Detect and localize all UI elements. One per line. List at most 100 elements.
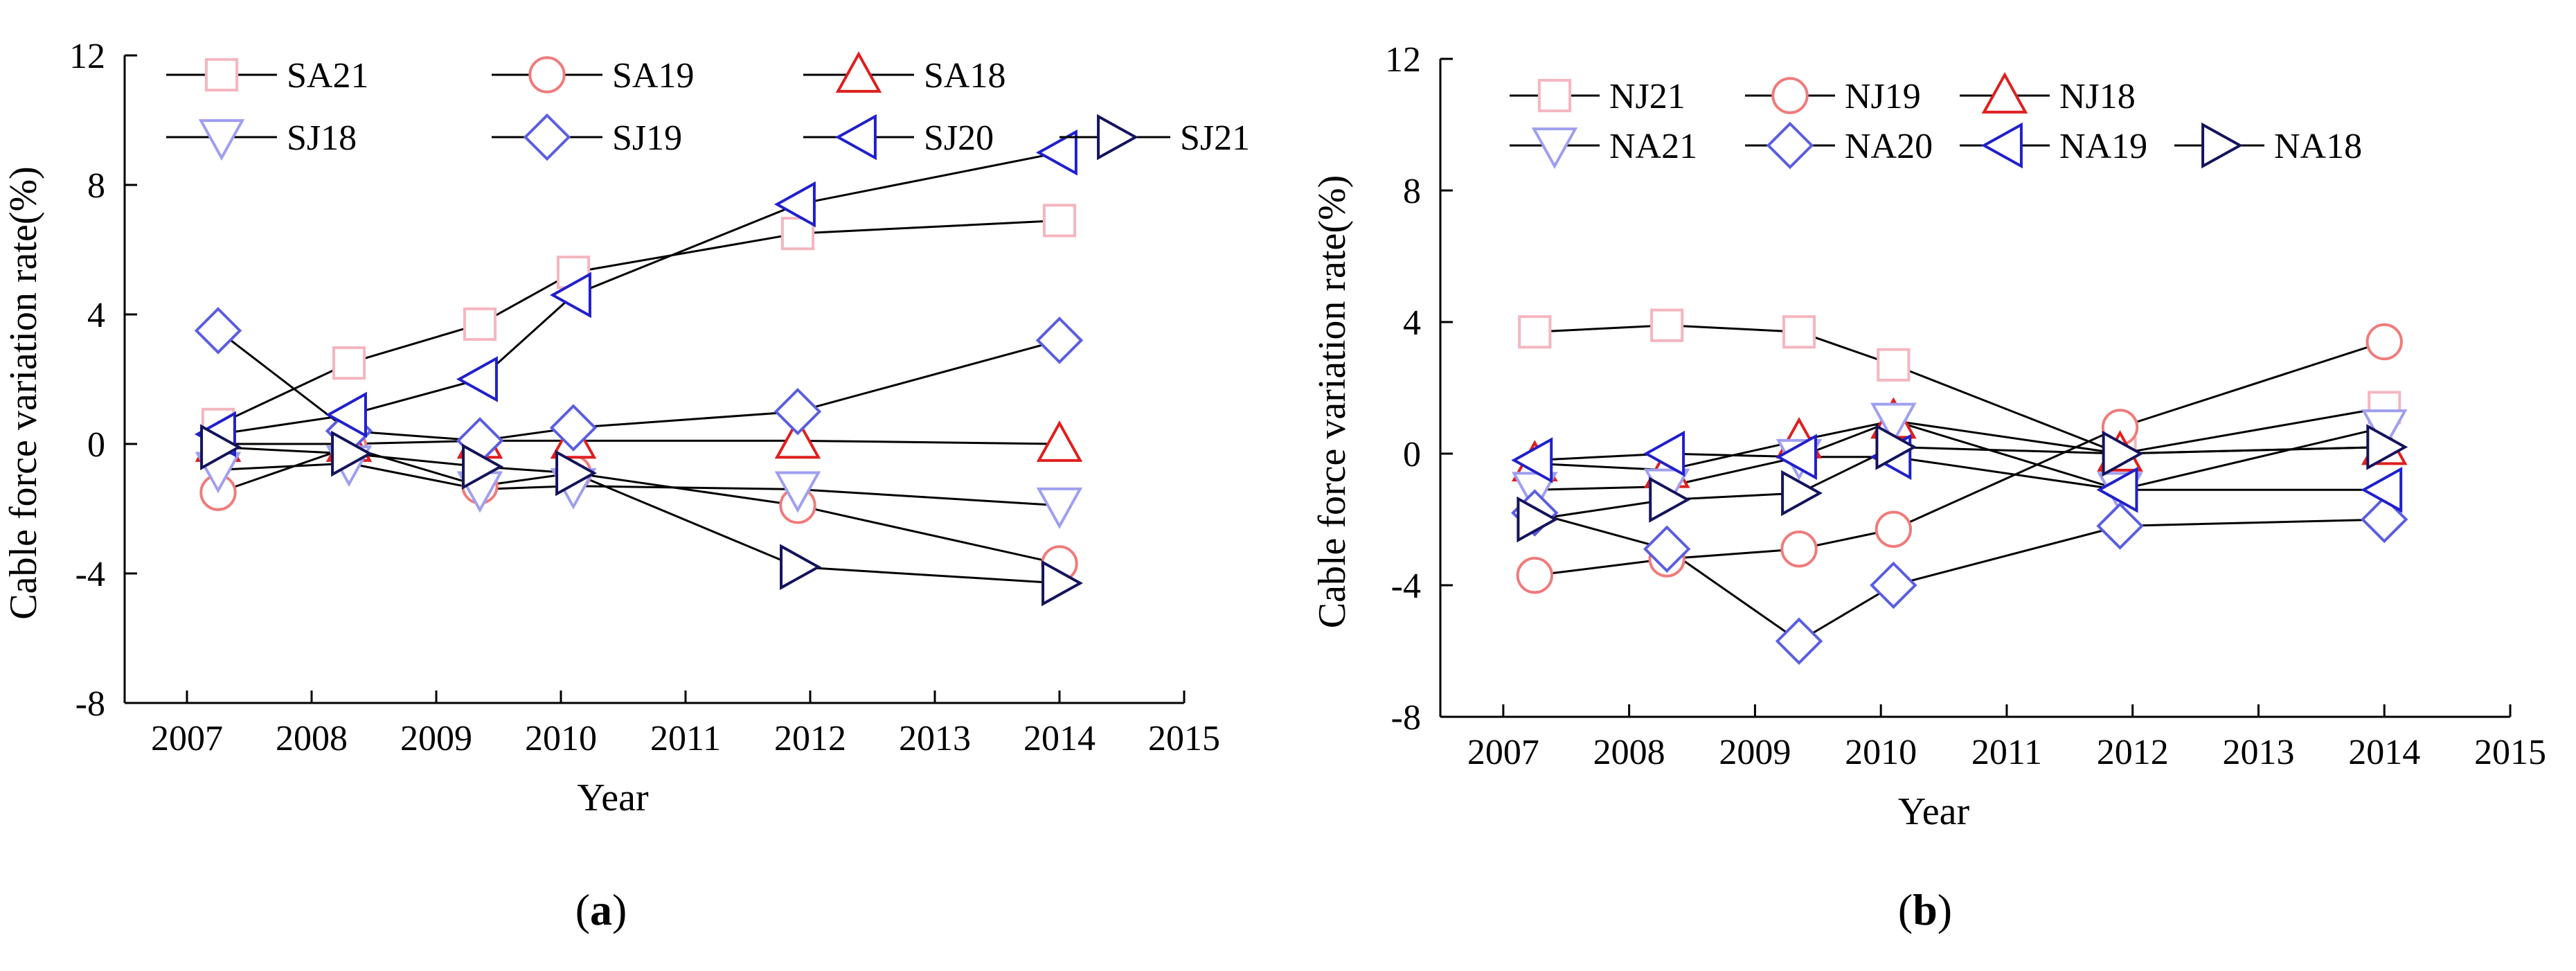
y-tick-label: 8 — [1403, 172, 1421, 211]
legend-marker-SA19 — [528, 56, 566, 93]
point-SA21 — [780, 217, 815, 251]
series-line-NJ19 — [1535, 341, 2385, 577]
x-tick-label: 2009 — [400, 719, 472, 758]
point-SA21 — [332, 346, 366, 380]
y-tick-label: 0 — [87, 425, 105, 465]
point-SJ21 — [1041, 560, 1084, 607]
point-NA21 — [1870, 402, 1917, 445]
x-tick-label: 2013 — [2222, 733, 2294, 772]
point-SJ19 — [549, 404, 598, 452]
y-axis-title: Cable force variation rate(%) — [2, 166, 45, 620]
legend-label-SA19: SA19 — [612, 56, 694, 96]
point-NA18 — [1649, 476, 1691, 523]
point-NA18 — [1875, 424, 1917, 470]
point-SJ20 — [773, 181, 816, 228]
point-SJ19 — [194, 307, 242, 355]
point-SJ21 — [331, 430, 373, 477]
x-tick-label: 2013 — [899, 719, 971, 758]
point-SJ20 — [456, 356, 498, 402]
x-tick-label: 2014 — [2348, 733, 2420, 772]
point-SJ18 — [1036, 487, 1083, 529]
y-tick-label: 0 — [1403, 435, 1421, 474]
point-SJ21 — [780, 544, 822, 590]
x-tick-label: 2008 — [276, 719, 348, 758]
point-NA19 — [1643, 430, 1685, 477]
legend-label-SJ21: SJ21 — [1180, 118, 1250, 158]
x-tick-label: 2009 — [1719, 733, 1791, 772]
y-tick-label: -8 — [1391, 698, 1421, 738]
point-NA20 — [1643, 525, 1691, 573]
legend-label-NA19: NA19 — [2059, 127, 2147, 166]
point-SA18 — [1036, 420, 1083, 462]
x-axis-title: Year — [577, 776, 649, 819]
point-SJ19 — [773, 388, 822, 436]
point-NA19 — [2361, 466, 2403, 513]
x-tick-label: 2007 — [1467, 733, 1539, 772]
point-NA19 — [1511, 437, 1553, 483]
chart-panel-a: 2007 2008 2009 2010 2011 2012 2013 2014 2015 12 8 4… — [2, 37, 1250, 934]
x-tick-label: 2012 — [2097, 733, 2169, 772]
point-NJ21 — [1782, 315, 1816, 349]
series-line-SA18 — [218, 439, 1060, 445]
x-axis-title: Year — [1898, 790, 1970, 833]
series-line-SJ21 — [217, 446, 1060, 585]
x-tick-label: 2010 — [525, 719, 597, 758]
point-SJ18 — [774, 471, 821, 513]
y-tick-label: 8 — [87, 166, 105, 206]
point-NJ19 — [2365, 323, 2403, 361]
y-tick-label: -8 — [75, 684, 105, 724]
point-NJ21 — [1877, 348, 1911, 382]
panel-label: (b) — [1898, 885, 1952, 934]
point-SJ21 — [462, 443, 504, 490]
point-SJ20 — [325, 391, 367, 438]
point-NA20 — [1870, 561, 1917, 609]
legend-label-NJ19: NJ19 — [1845, 77, 1921, 116]
y-tick-label: -4 — [75, 555, 105, 594]
x-tick-label: 2012 — [774, 719, 846, 758]
legend-label-NJ18: NJ18 — [2059, 77, 2136, 116]
x-tick-label: 2010 — [1845, 733, 1917, 772]
x-tick-label: 2014 — [1023, 719, 1095, 758]
point-NA20 — [1775, 617, 1823, 665]
legend-marker-SA18 — [835, 51, 882, 93]
point-NJ19 — [1780, 531, 1818, 568]
legend-marker-NA18 — [2201, 122, 2244, 169]
series-line-NA20 — [1534, 512, 2385, 643]
point-NJ19 — [1516, 557, 1554, 594]
legend-marker-SJ19 — [523, 113, 571, 161]
legend-marker-SJ18 — [198, 119, 245, 161]
y-tick-label: 12 — [1385, 40, 1421, 80]
legend-label-SA18: SA18 — [924, 56, 1005, 96]
legend-marker-NA21 — [1531, 127, 1578, 170]
point-NA18 — [1781, 470, 1823, 517]
x-tick-label: 2007 — [151, 719, 223, 758]
legend-marker-SJ21 — [1097, 114, 1139, 161]
x-tick-label: 2011 — [1971, 733, 2042, 772]
series-line-NA18 — [1535, 445, 2385, 521]
point-NA20 — [2096, 502, 2144, 550]
series-line-NA19 — [1535, 452, 2385, 491]
legend-label-NA18: NA18 — [2274, 127, 2362, 166]
y-tick-label: 12 — [69, 37, 105, 76]
series-line-SJ18 — [217, 462, 1060, 507]
point-SA21 — [463, 307, 497, 341]
x-tick-label: 2011 — [650, 719, 721, 758]
point-SJ19 — [1035, 317, 1084, 364]
x-tick-label: 2015 — [1148, 719, 1220, 758]
legend-marker-NJ21 — [1537, 78, 1572, 113]
legend-marker-NJ19 — [1771, 77, 1809, 114]
legend-marker-SA21 — [204, 57, 239, 92]
point-SA21 — [1042, 204, 1077, 238]
legend-marker-NA19 — [1980, 122, 2023, 169]
point-SA18 — [774, 417, 821, 459]
legend-label-NA21: NA21 — [1609, 127, 1697, 166]
legend-label-SJ20: SJ20 — [924, 118, 994, 158]
point-NA18 — [2102, 430, 2144, 477]
point-NA18 — [1517, 496, 1559, 543]
x-tick-label: 2008 — [1593, 733, 1665, 772]
point-NA19 — [1776, 434, 1817, 481]
point-NJ21 — [1518, 315, 1552, 349]
series-line-SA21 — [217, 219, 1060, 426]
point-SJ21 — [555, 449, 598, 497]
